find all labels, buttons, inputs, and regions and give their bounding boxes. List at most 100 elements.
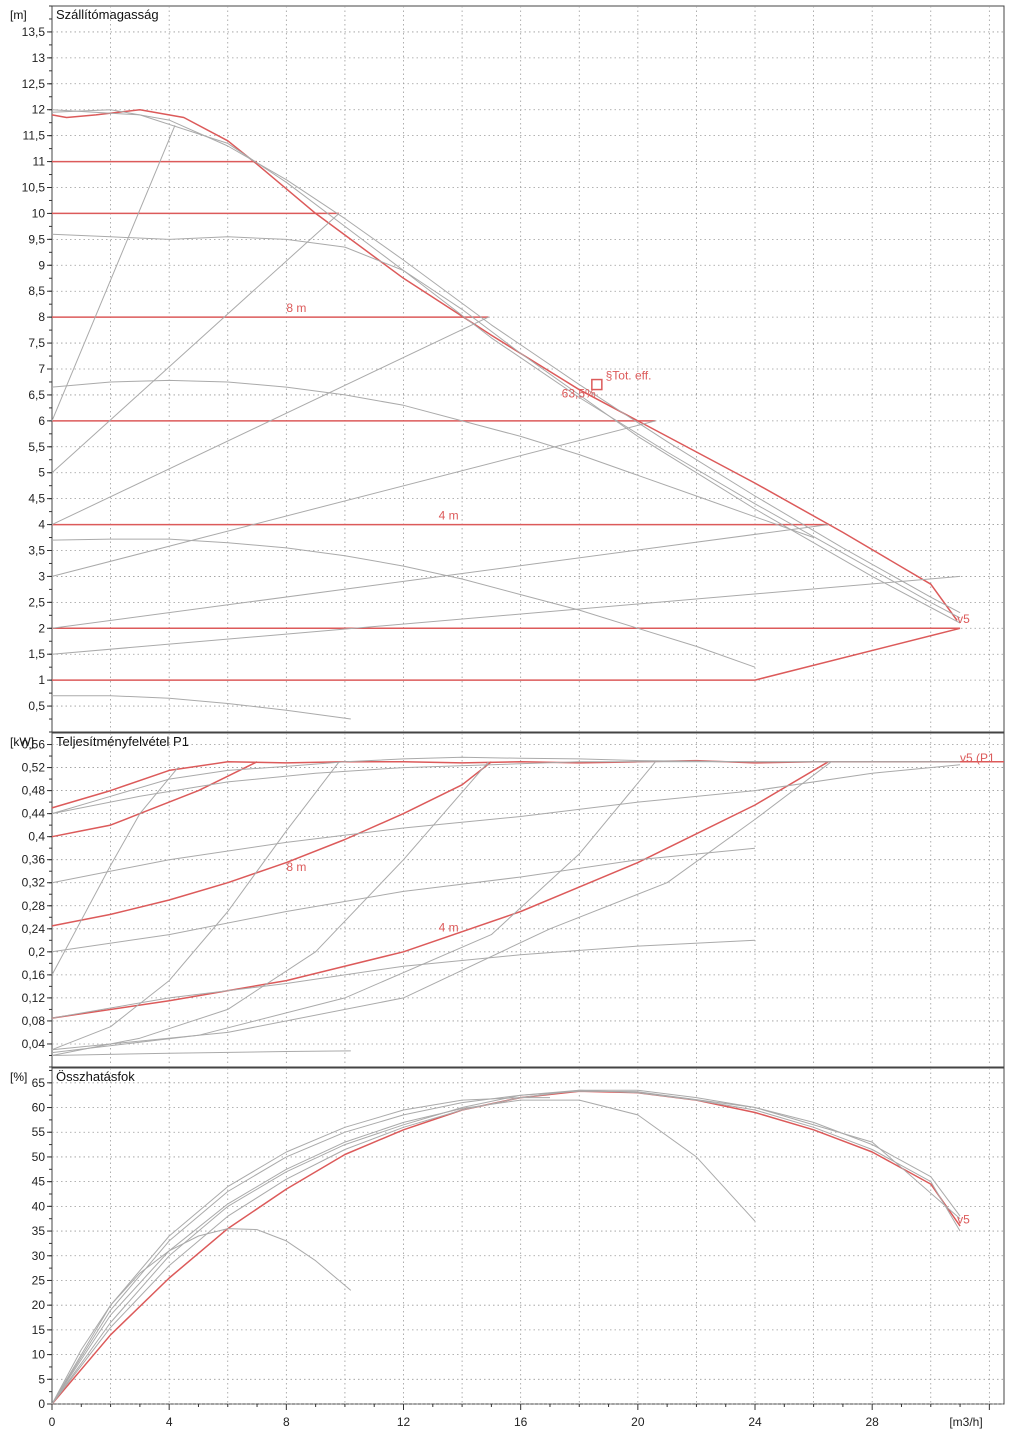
y-tick-label: 13 — [32, 51, 46, 65]
y-tick-label: 12,5 — [22, 77, 46, 91]
curve-gray-5 — [51, 767, 179, 976]
curve-gray-7 — [51, 761, 489, 1056]
curve-red-7 — [52, 627, 961, 681]
annotation-label: v5 — [957, 1213, 970, 1227]
curve-gray-10 — [51, 233, 961, 624]
curve-red-1 — [51, 761, 258, 838]
y-tick-label: 3 — [38, 569, 45, 583]
y-tick-label: 8,5 — [28, 284, 45, 298]
plot-frame — [51, 732, 1005, 1068]
annotation-label: 8 m — [286, 301, 306, 315]
y-tick-label: 0,36 — [22, 853, 46, 867]
plot-frame — [51, 1067, 1005, 1405]
y-tick-label: 1,5 — [28, 647, 45, 661]
curve-gray-1 — [51, 1090, 961, 1405]
y-tick-label: 9 — [38, 258, 45, 272]
y-unit-label: [m] — [10, 8, 27, 22]
curve-gray-9 — [51, 761, 832, 1051]
y-tick-label: 0,28 — [22, 899, 46, 913]
y-tick-label: 4 — [38, 518, 45, 532]
y-tick-label: 0,56 — [22, 738, 46, 752]
curve-gray-13 — [51, 1050, 351, 1056]
y-unit-label: [kW] — [10, 735, 34, 749]
annotation-label: v5 — [957, 612, 970, 626]
panel-title: Összhatásfok — [56, 1069, 135, 1084]
curve-gray-8 — [51, 109, 961, 614]
y-tick-label: 13,5 — [22, 25, 46, 39]
y-tick-label: 5 — [38, 466, 45, 480]
y-tick-label: 10 — [32, 1348, 46, 1362]
curve-gray-3 — [51, 1089, 961, 1405]
y-tick-label: 7,5 — [28, 336, 45, 350]
panel-2: 0,04 0,08 0,12 0,16 0,2 0,24 0,28 0,32 0,36 0,4 0,… — [10, 732, 1005, 1068]
y-tick-label: 40 — [32, 1199, 46, 1213]
y-tick-label: 20 — [32, 1298, 46, 1312]
y-tick-label: 45 — [32, 1175, 46, 1189]
y-tick-label: 0,16 — [22, 968, 46, 982]
y-tick-label: 6,5 — [28, 388, 45, 402]
annotation-label: 4 m — [439, 921, 459, 935]
y-tick-label: 0 — [38, 1397, 45, 1411]
y-tick-label: 0,24 — [22, 922, 46, 936]
annotation-label: 63,5% — [562, 387, 596, 401]
y-tick-label: 0,4 — [28, 830, 45, 844]
y-tick-label: 0,44 — [22, 807, 46, 821]
curve-gray-15 — [51, 213, 340, 474]
x-tick-label: 20 — [631, 1415, 645, 1429]
curve-gray-10 — [51, 764, 961, 884]
y-tick-label: 5 — [38, 1372, 45, 1386]
y-tick-label: 50 — [32, 1150, 46, 1164]
x-tick-label: 16 — [514, 1415, 528, 1429]
y-tick-label: 5,5 — [28, 440, 45, 454]
curve-gray-9 — [51, 109, 961, 619]
annotation-label: v5 (P1 — [960, 751, 995, 765]
y-tick-label: 11,5 — [23, 129, 46, 143]
curve-red-0 — [51, 759, 1004, 809]
curve-gray-12 — [51, 538, 756, 668]
curve-gray-11 — [51, 847, 756, 953]
y-tick-label: 0,2 — [28, 945, 45, 959]
plot-frame — [51, 5, 1005, 733]
y-tick-label: 15 — [32, 1323, 46, 1337]
curve-gray-18 — [51, 524, 829, 629]
annotation-label: §Tot. eff. — [606, 368, 652, 382]
y-tick-label: 0,04 — [22, 1037, 46, 1051]
curve-gray-16 — [51, 316, 489, 526]
curve-gray-14 — [51, 761, 961, 815]
panel-title: Szállítómagasság — [56, 7, 159, 22]
y-tick-label: 9,5 — [28, 232, 45, 246]
x-tick-label: 0 — [49, 1415, 56, 1429]
y-tick-label: 2,5 — [28, 595, 45, 609]
x-tick-label: 8 — [283, 1415, 290, 1429]
y-tick-label: 25 — [32, 1273, 46, 1287]
y-tick-label: 10 — [32, 206, 46, 220]
x-axis-unit-label: [m3/h] — [949, 1415, 982, 1429]
y-tick-label: 2 — [38, 621, 45, 635]
curve-gray-2 — [51, 1089, 961, 1405]
y-tick-label: 4,5 — [28, 492, 45, 506]
y-tick-label: 0,52 — [22, 761, 46, 775]
y-tick-label: 1 — [38, 673, 45, 687]
curve-gray-17 — [51, 420, 656, 577]
y-tick-label: 0,08 — [22, 1014, 46, 1028]
y-tick-label: 65 — [32, 1076, 46, 1090]
curve-red-3 — [51, 761, 829, 1019]
x-tick-label: 4 — [166, 1415, 173, 1429]
y-tick-label: 0,48 — [22, 784, 46, 798]
y-tick-label: 0,12 — [22, 991, 46, 1005]
annotation-label: 8 m — [286, 860, 306, 874]
curve-gray-11 — [51, 379, 814, 538]
x-tick-label: 28 — [866, 1415, 880, 1429]
y-tick-label: 8 — [38, 310, 45, 324]
annotation-label: 4 m — [439, 508, 459, 522]
y-tick-label: 30 — [32, 1249, 46, 1263]
operating-point-marker — [591, 378, 603, 391]
y-tick-label: 11 — [33, 155, 46, 169]
y-tick-label: 7 — [38, 362, 45, 376]
curve-gray-14 — [51, 125, 176, 422]
curve-red-2 — [51, 761, 492, 927]
curve-gray-19 — [51, 575, 961, 655]
curve-gray-6 — [51, 761, 340, 1051]
